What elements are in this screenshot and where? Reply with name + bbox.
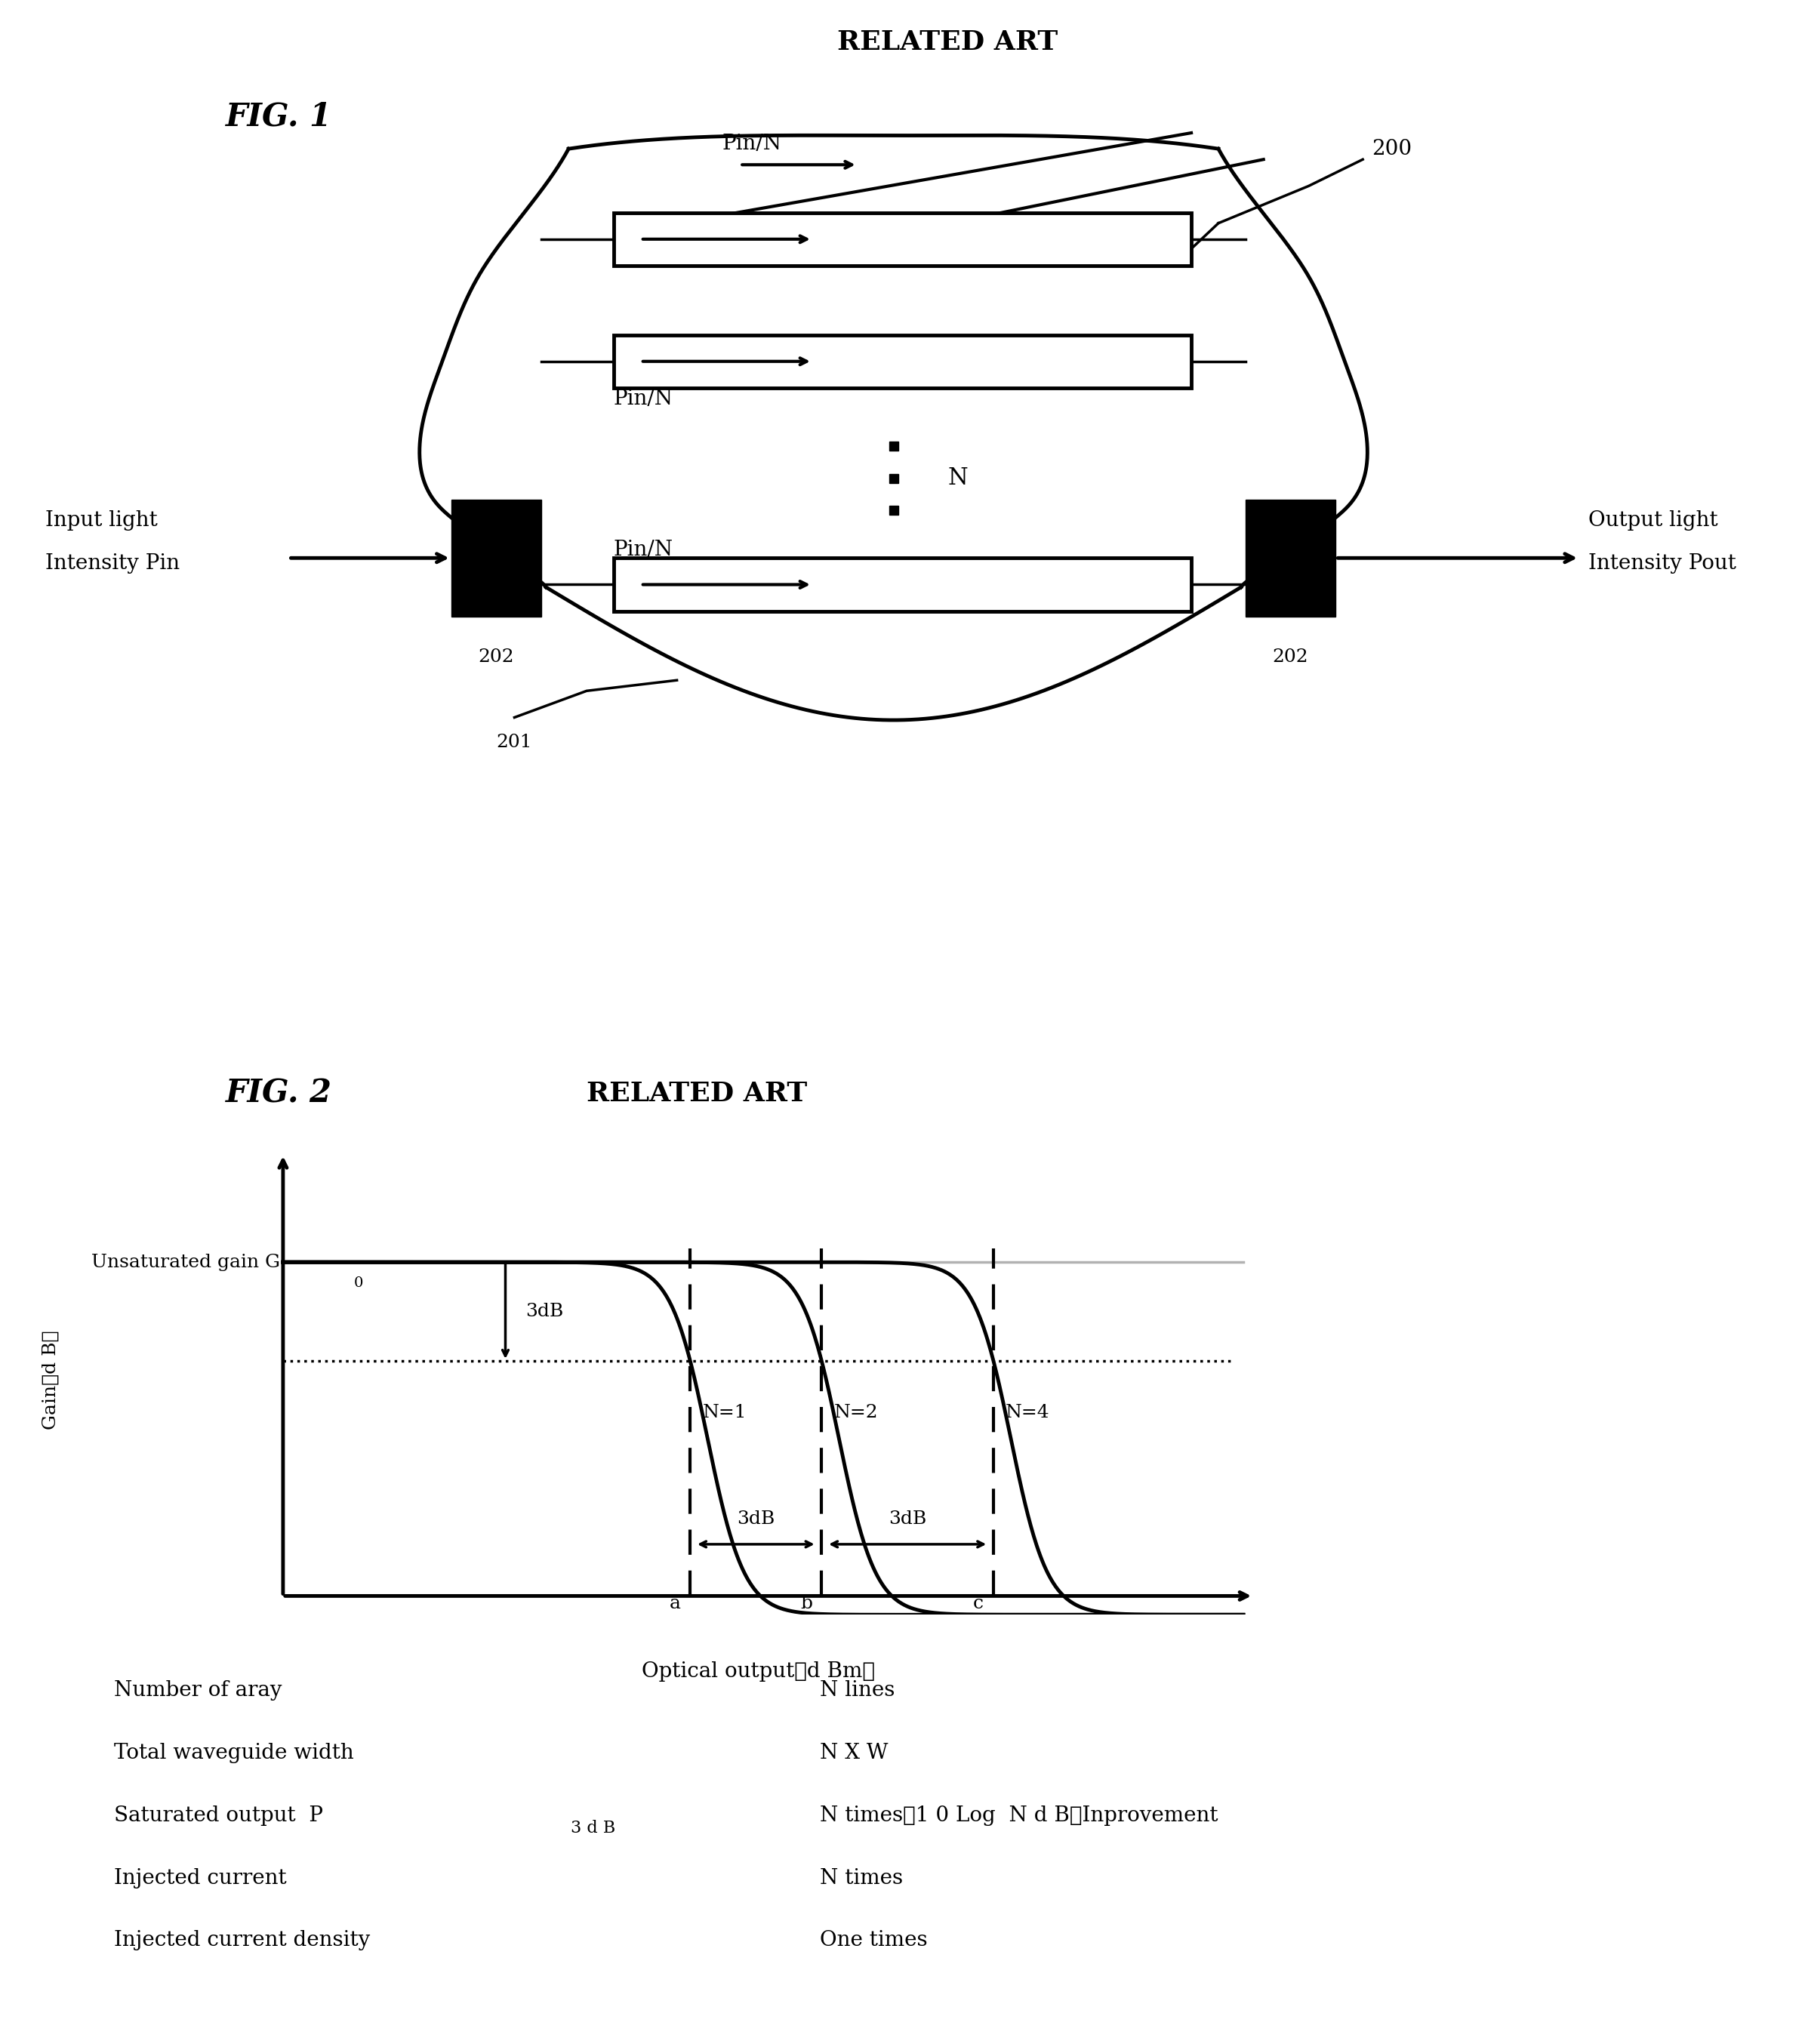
Text: N lines: N lines	[819, 1680, 895, 1701]
Text: Injected current: Injected current	[114, 1868, 287, 1889]
Text: FIG. 2: FIG. 2	[226, 1077, 332, 1110]
Text: 200: 200	[1372, 139, 1412, 159]
Text: Optical output（d Bm）: Optical output（d Bm）	[641, 1662, 875, 1682]
Text: Saturated output  P: Saturated output P	[114, 1805, 323, 1825]
Text: RELATED ART: RELATED ART	[838, 31, 1058, 55]
Text: FIG. 1: FIG. 1	[226, 100, 332, 133]
Text: Number of aray: Number of aray	[114, 1680, 282, 1701]
Text: Output light: Output light	[1588, 511, 1718, 531]
Text: N: N	[948, 466, 967, 491]
Text: Injected current density: Injected current density	[114, 1930, 370, 1950]
Text: Pin/N: Pin/N	[614, 388, 673, 409]
Bar	[614, 213, 1191, 266]
Text: Pin/N: Pin/N	[722, 133, 782, 153]
Text: 3dB: 3dB	[736, 1511, 774, 1527]
Bar	[614, 558, 1191, 611]
Text: Unsaturated gain G: Unsaturated gain G	[90, 1253, 280, 1271]
Text: Input light: Input light	[45, 511, 157, 531]
Text: 3 d B: 3 d B	[570, 1819, 616, 1838]
Text: Gain（d B）: Gain（d B）	[42, 1331, 60, 1429]
Text: c: c	[973, 1594, 984, 1613]
Bar	[1245, 499, 1336, 617]
Text: a: a	[670, 1594, 680, 1613]
Text: One times: One times	[819, 1930, 928, 1950]
Text: N=4: N=4	[1005, 1404, 1051, 1421]
Text: 201: 201	[496, 734, 532, 750]
Text: Total waveguide width: Total waveguide width	[114, 1744, 354, 1764]
Text: 0: 0	[354, 1278, 363, 1290]
Text: N=1: N=1	[702, 1404, 747, 1421]
Text: 202: 202	[1273, 648, 1309, 666]
Bar	[451, 499, 542, 617]
Text: 202: 202	[478, 648, 514, 666]
Text: Intensity Pout: Intensity Pout	[1588, 554, 1736, 574]
Text: N X W: N X W	[819, 1744, 888, 1764]
Text: RELATED ART: RELATED ART	[587, 1081, 807, 1106]
Text: N=2: N=2	[834, 1404, 877, 1421]
Text: Intensity Pin: Intensity Pin	[45, 554, 179, 574]
Text: b: b	[800, 1594, 812, 1613]
Text: 3dB: 3dB	[888, 1511, 926, 1527]
Text: 3dB: 3dB	[525, 1302, 563, 1320]
Bar	[614, 335, 1191, 388]
Text: N times: N times	[819, 1868, 902, 1889]
Text: Pin/N: Pin/N	[614, 540, 673, 560]
Text: N times（1 0 Log  N d B）Inprovement: N times（1 0 Log N d B）Inprovement	[819, 1805, 1218, 1825]
